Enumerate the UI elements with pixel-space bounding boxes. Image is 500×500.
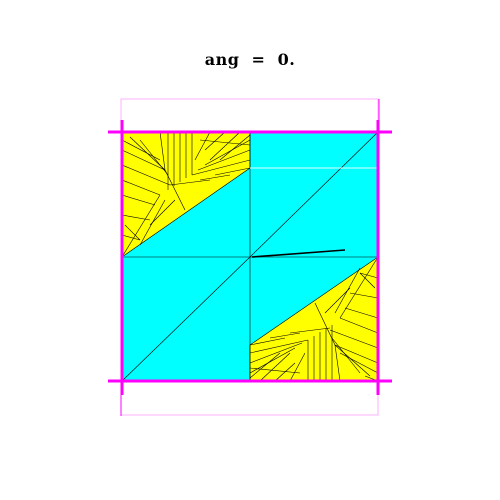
boundary-corner-marks (120, 99, 380, 416)
yellow-region-bottom-right (250, 257, 378, 381)
yellow-region-top-left (122, 132, 250, 257)
grid-lines (121, 131, 379, 382)
interior-segment (251, 249, 346, 258)
boundary-lines (108, 120, 392, 395)
plot-title: ang = 0. (204, 50, 296, 69)
